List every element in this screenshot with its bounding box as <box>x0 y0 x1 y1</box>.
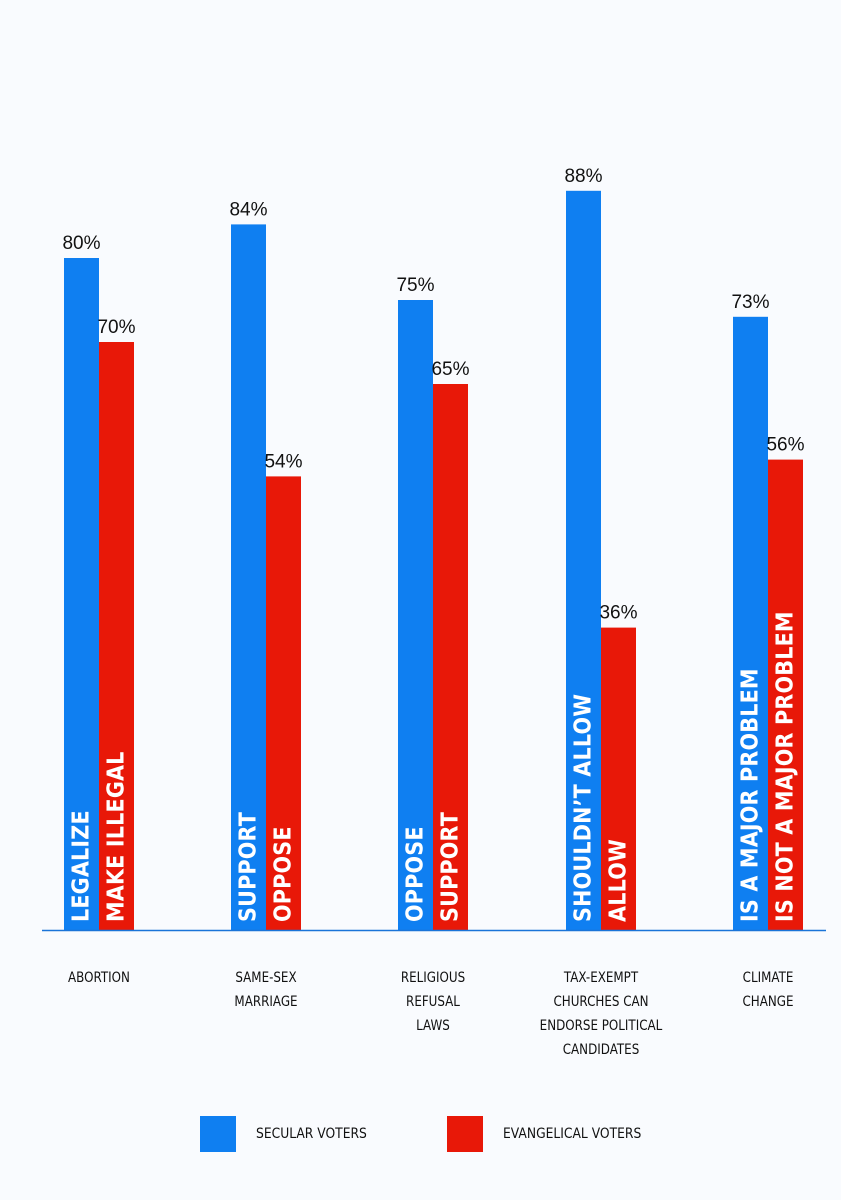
category-label-line: CHURCHES CAN <box>553 994 649 1010</box>
value-label-evangelical-1: 54% <box>264 451 302 472</box>
legend-swatch-evangelical <box>447 1116 483 1152</box>
category-label-line: TAX-EXEMPT <box>563 970 639 986</box>
bar-secular-4 <box>733 316 768 930</box>
bar-evangelical-2 <box>433 384 468 930</box>
legend-swatch-secular <box>200 1116 236 1152</box>
category-label-line: REFUSAL <box>406 994 460 1010</box>
category-label-line: CHANGE <box>742 994 794 1010</box>
value-label-evangelical-4: 56% <box>766 435 804 456</box>
legend-label-evangelical: EVANGELICAL VOTERS <box>503 1126 642 1142</box>
bar-evangelical-0 <box>99 342 134 930</box>
bar-label-secular-3: SHOULDN’T ALLOW <box>570 694 596 922</box>
value-label-secular-3: 88% <box>564 166 602 187</box>
value-label-evangelical-0: 70% <box>97 317 135 338</box>
bar-secular-3 <box>566 190 601 931</box>
bar-evangelical-1 <box>266 476 301 930</box>
category-label-line: ENDORSE POLITICAL <box>539 1018 663 1034</box>
value-label-evangelical-3: 36% <box>599 603 637 624</box>
category-label-line: RELIGIOUS <box>400 970 466 986</box>
bar-label-secular-0: LEGALIZE <box>68 810 94 922</box>
category-label-line: CLIMATE <box>742 970 794 986</box>
category-label-line: MARRIAGE <box>234 994 298 1010</box>
value-label-secular-4: 73% <box>731 292 769 313</box>
bar-chart-plot: 80% LEGALIZE 84% SUPPORT 75% OPPOSE 88% SHOULDN… <box>42 166 826 932</box>
bar-label-secular-2: OPPOSE <box>402 826 428 922</box>
category-label-1: SAME-SEX MARRIAGE <box>202 966 330 1014</box>
value-label-secular-2: 75% <box>396 275 434 296</box>
bar-label-evangelical-0: MAKE ILLEGAL <box>103 751 129 922</box>
category-label-line: SAME-SEX <box>235 970 297 986</box>
bar-label-evangelical-4: IS NOT A MAJOR PROBLEM <box>772 611 798 922</box>
category-label-4: CLIMATE CHANGE <box>704 966 832 1014</box>
value-label-evangelical-2: 65% <box>431 359 469 380</box>
legend-label-secular: SECULAR VOTERS <box>256 1126 367 1142</box>
category-label-2: RELIGIOUS REFUSAL LAWS <box>369 966 497 1038</box>
bar-label-evangelical-3: ALLOW <box>605 839 631 922</box>
category-label-3: TAX-EXEMPT CHURCHES CAN ENDORSE POLITICAL C… <box>537 966 665 1062</box>
bar-label-secular-4: IS A MAJOR PROBLEM <box>737 668 763 922</box>
value-label-secular-0: 80% <box>62 233 100 254</box>
bar-secular-2 <box>398 300 433 930</box>
legend: SECULAR VOTERS EVANGELICAL VOTERS <box>0 1115 841 1155</box>
category-label-line: ABORTION <box>68 970 130 986</box>
bar-label-secular-1: SUPPORT <box>235 812 261 922</box>
category-label-line: CANDIDATES <box>562 1042 640 1058</box>
bar-secular-0 <box>64 258 99 930</box>
value-label-secular-1: 84% <box>229 199 267 220</box>
bar-label-evangelical-2: SUPPORT <box>437 812 463 922</box>
bar-label-evangelical-1: OPPOSE <box>270 826 296 922</box>
bar-evangelical-4 <box>768 459 803 930</box>
bar-evangelical-3 <box>601 627 636 930</box>
category-labels: ABORTION SAME-SEX MARRIAGE RELIGIOUS REFUSAL… <box>0 966 841 1066</box>
bar-secular-1 <box>231 224 266 930</box>
legend-item-secular: SECULAR VOTERS <box>200 1115 382 1153</box>
legend-item-evangelical: EVANGELICAL VOTERS <box>447 1115 660 1153</box>
category-label-0: ABORTION <box>35 966 163 990</box>
category-label-line: LAWS <box>416 1018 450 1034</box>
